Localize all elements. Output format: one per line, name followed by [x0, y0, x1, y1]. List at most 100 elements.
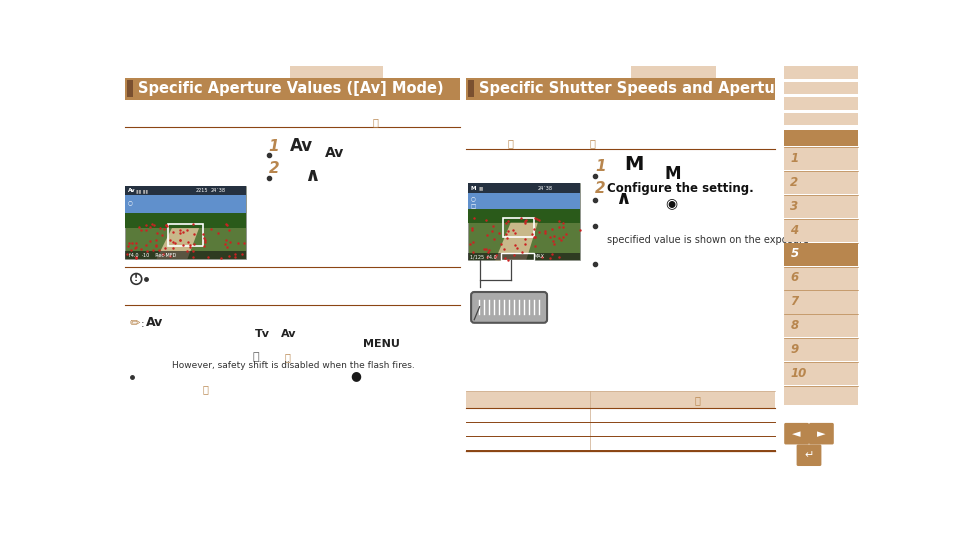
Bar: [783, 266, 857, 289]
Text: 1/125  f4.0: 1/125 f4.0: [470, 254, 497, 259]
Bar: [783, 147, 857, 170]
Bar: [783, 243, 857, 266]
Bar: [466, 78, 774, 99]
FancyBboxPatch shape: [808, 423, 833, 444]
Text: 2: 2: [790, 176, 798, 189]
Bar: [783, 315, 857, 337]
Bar: [783, 195, 857, 218]
Bar: [783, 338, 857, 362]
Text: 2215: 2215: [195, 188, 208, 193]
Bar: [468, 184, 579, 213]
Bar: [783, 66, 857, 78]
FancyBboxPatch shape: [796, 444, 821, 466]
Text: M: M: [624, 155, 643, 175]
Text: Av: Av: [128, 188, 135, 193]
Text: ∧: ∧: [303, 166, 319, 185]
Bar: [125, 186, 245, 259]
Bar: [783, 290, 857, 313]
Text: ⧉: ⧉: [284, 352, 290, 362]
Text: Specific Shutter Speeds and Aperture: Specific Shutter Speeds and Aperture: [478, 81, 791, 96]
Bar: [783, 386, 857, 405]
Text: !: !: [134, 274, 138, 284]
Text: f4.0  ·10    Rec·MFD: f4.0 ·10 Rec·MFD: [130, 253, 176, 257]
Bar: [125, 186, 245, 217]
Text: 1: 1: [790, 152, 798, 165]
Polygon shape: [495, 223, 537, 261]
Text: ○: ○: [470, 197, 475, 201]
Bar: [468, 80, 474, 97]
Text: ⧉: ⧉: [372, 117, 377, 127]
Bar: [783, 130, 857, 146]
Text: ∧: ∧: [615, 189, 631, 208]
Text: 9: 9: [790, 343, 798, 356]
Text: 3: 3: [790, 200, 798, 213]
Bar: [466, 391, 590, 409]
Text: specified value is shown on the exposure: specified value is shown on the exposure: [607, 234, 808, 245]
Bar: [590, 391, 774, 409]
Text: MAX: MAX: [534, 254, 544, 259]
Bar: [290, 66, 382, 78]
Text: ●: ●: [350, 368, 360, 382]
Text: Configure the setting.: Configure the setting.: [607, 182, 754, 195]
Text: 2: 2: [595, 182, 605, 197]
Bar: [500, 253, 534, 261]
Bar: [125, 213, 245, 228]
Text: ✏: ✏: [130, 317, 140, 330]
Bar: [468, 253, 579, 261]
Text: Av: Av: [280, 328, 295, 339]
Text: 24´38: 24´38: [211, 188, 226, 193]
Bar: [783, 113, 857, 125]
Bar: [468, 184, 579, 193]
FancyBboxPatch shape: [783, 423, 808, 444]
Bar: [783, 97, 857, 109]
FancyBboxPatch shape: [471, 292, 546, 323]
Text: 10: 10: [790, 367, 806, 380]
Bar: [502, 218, 534, 237]
Text: Av: Av: [324, 146, 343, 160]
Bar: [125, 186, 245, 195]
Text: ►: ►: [817, 429, 824, 438]
Bar: [783, 171, 857, 194]
Text: :: :: [141, 319, 145, 328]
Text: ⧉: ⧉: [588, 138, 595, 148]
Text: 4: 4: [790, 224, 798, 237]
Text: ○: ○: [128, 200, 132, 205]
Polygon shape: [156, 228, 199, 259]
Bar: [783, 362, 857, 385]
Text: ◉: ◉: [664, 197, 677, 210]
Text: □: □: [470, 204, 476, 209]
Text: ⧉: ⧉: [507, 138, 513, 148]
Text: Tv: Tv: [254, 328, 270, 339]
Text: Av: Av: [290, 137, 313, 155]
Text: MENU: MENU: [363, 339, 400, 349]
Bar: [127, 80, 133, 97]
Text: 1: 1: [595, 159, 605, 174]
Text: 24´38: 24´38: [537, 185, 552, 191]
Text: However, safety shift is disabled when the flash fires.: However, safety shift is disabled when t…: [172, 362, 415, 371]
Text: Av: Av: [146, 316, 164, 329]
Text: ⧉: ⧉: [203, 384, 209, 394]
Text: 📷: 📷: [253, 352, 259, 362]
Text: M: M: [663, 165, 679, 183]
Text: 6: 6: [790, 271, 798, 284]
Text: 7: 7: [790, 295, 798, 308]
Bar: [468, 184, 579, 261]
Text: 1: 1: [269, 139, 279, 154]
Text: M: M: [470, 185, 476, 191]
Bar: [630, 66, 716, 78]
Text: 2: 2: [269, 161, 279, 176]
Text: 5: 5: [790, 247, 798, 261]
Bar: [468, 209, 579, 223]
Bar: [125, 251, 245, 259]
Text: ▮▮ ▮▮: ▮▮ ▮▮: [135, 188, 148, 193]
Text: 8: 8: [790, 319, 798, 332]
Bar: [125, 78, 459, 99]
Text: ⧉: ⧉: [694, 395, 700, 405]
Bar: [783, 219, 857, 242]
Bar: [783, 82, 857, 94]
Text: Specific Aperture Values ([Av] Mode): Specific Aperture Values ([Av] Mode): [137, 81, 443, 96]
Bar: [168, 224, 203, 246]
Text: ▮▮: ▮▮: [477, 185, 483, 191]
Text: ↵: ↵: [803, 450, 813, 460]
Text: ◄: ◄: [792, 429, 800, 438]
